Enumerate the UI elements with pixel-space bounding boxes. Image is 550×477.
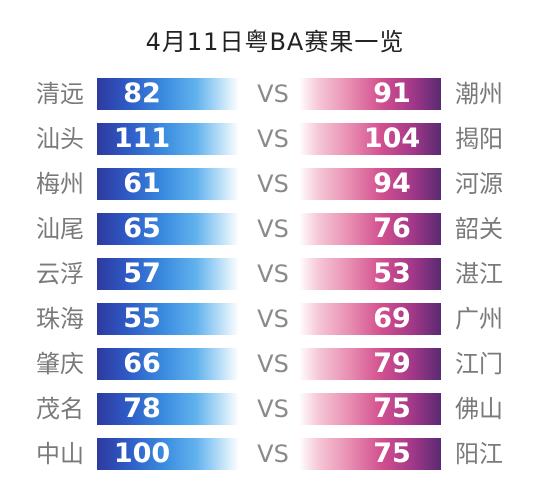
match-row: 梅州 61 VS 94 河源 — [0, 162, 550, 207]
home-score: 100 — [113, 438, 171, 469]
away-team-name: 广州 — [455, 305, 503, 333]
home-score: 111 — [113, 123, 171, 154]
home-score: 78 — [123, 393, 161, 424]
away-score-bar: 75 — [299, 438, 441, 470]
home-score: 82 — [123, 78, 161, 109]
home-score-bar: 61 — [97, 168, 239, 200]
away-team-name: 潮州 — [455, 80, 503, 108]
home-team-name: 中山 — [36, 440, 84, 468]
home-team-name: 珠海 — [36, 305, 84, 333]
away-score-bar: 91 — [299, 78, 441, 110]
match-row: 清远 82 VS 91 潮州 — [0, 72, 550, 117]
vs-label: VS — [257, 350, 289, 378]
home-score: 66 — [123, 348, 161, 379]
home-score-bar: 65 — [97, 213, 239, 245]
vs-label: VS — [257, 440, 289, 468]
vs-label: VS — [257, 125, 289, 153]
away-score: 75 — [373, 438, 411, 469]
home-score-bar: 111 — [97, 123, 239, 155]
home-team-name: 云浮 — [36, 260, 84, 288]
home-team-name: 汕头 — [36, 125, 84, 153]
away-team-name: 河源 — [455, 170, 503, 198]
home-score-bar: 100 — [97, 438, 239, 470]
match-row: 中山 100 VS 75 阳江 — [0, 432, 550, 477]
away-score: 79 — [373, 348, 411, 379]
home-team-name: 肇庆 — [36, 350, 84, 378]
away-score: 104 — [363, 123, 421, 154]
away-team-name: 阳江 — [455, 440, 503, 468]
home-team-name: 汕尾 — [36, 215, 84, 243]
away-team-name: 江门 — [455, 350, 503, 378]
match-row: 珠海 55 VS 69 广州 — [0, 297, 550, 342]
match-row: 云浮 57 VS 53 湛江 — [0, 252, 550, 297]
vs-label: VS — [257, 170, 289, 198]
away-score: 75 — [373, 393, 411, 424]
match-list: 清远 82 VS 91 潮州 汕头 111 VS 104 揭阳 梅州 61 VS… — [0, 72, 550, 477]
home-score-bar: 66 — [97, 348, 239, 380]
home-team-name: 梅州 — [36, 170, 84, 198]
away-score: 91 — [373, 78, 411, 109]
home-team-name: 清远 — [36, 80, 84, 108]
away-team-name: 揭阳 — [455, 125, 503, 153]
away-score-bar: 79 — [299, 348, 441, 380]
away-score: 94 — [373, 168, 411, 199]
home-score: 55 — [123, 303, 161, 334]
away-score-bar: 104 — [299, 123, 441, 155]
home-score-bar: 57 — [97, 258, 239, 290]
vs-label: VS — [257, 80, 289, 108]
away-score-bar: 75 — [299, 393, 441, 425]
home-score-bar: 82 — [97, 78, 239, 110]
vs-label: VS — [257, 215, 289, 243]
away-score-bar: 69 — [299, 303, 441, 335]
match-row: 汕尾 65 VS 76 韶关 — [0, 207, 550, 252]
match-row: 茂名 78 VS 75 佛山 — [0, 387, 550, 432]
away-team-name: 湛江 — [455, 260, 503, 288]
vs-label: VS — [257, 395, 289, 423]
away-score: 76 — [373, 213, 411, 244]
vs-label: VS — [257, 260, 289, 288]
match-row: 汕头 111 VS 104 揭阳 — [0, 117, 550, 162]
away-score: 69 — [373, 303, 411, 334]
away-score-bar: 53 — [299, 258, 441, 290]
away-team-name: 佛山 — [455, 395, 503, 423]
vs-label: VS — [257, 305, 289, 333]
home-team-name: 茂名 — [36, 395, 84, 423]
page-title: 4月11日粤BA赛果一览 — [145, 28, 405, 56]
away-score-bar: 94 — [299, 168, 441, 200]
match-row: 肇庆 66 VS 79 江门 — [0, 342, 550, 387]
home-score: 57 — [123, 258, 161, 289]
away-team-name: 韶关 — [455, 215, 503, 243]
away-score: 53 — [373, 258, 411, 289]
home-score: 61 — [123, 168, 161, 199]
home-score-bar: 78 — [97, 393, 239, 425]
home-score: 65 — [123, 213, 161, 244]
away-score-bar: 76 — [299, 213, 441, 245]
home-score-bar: 55 — [97, 303, 239, 335]
